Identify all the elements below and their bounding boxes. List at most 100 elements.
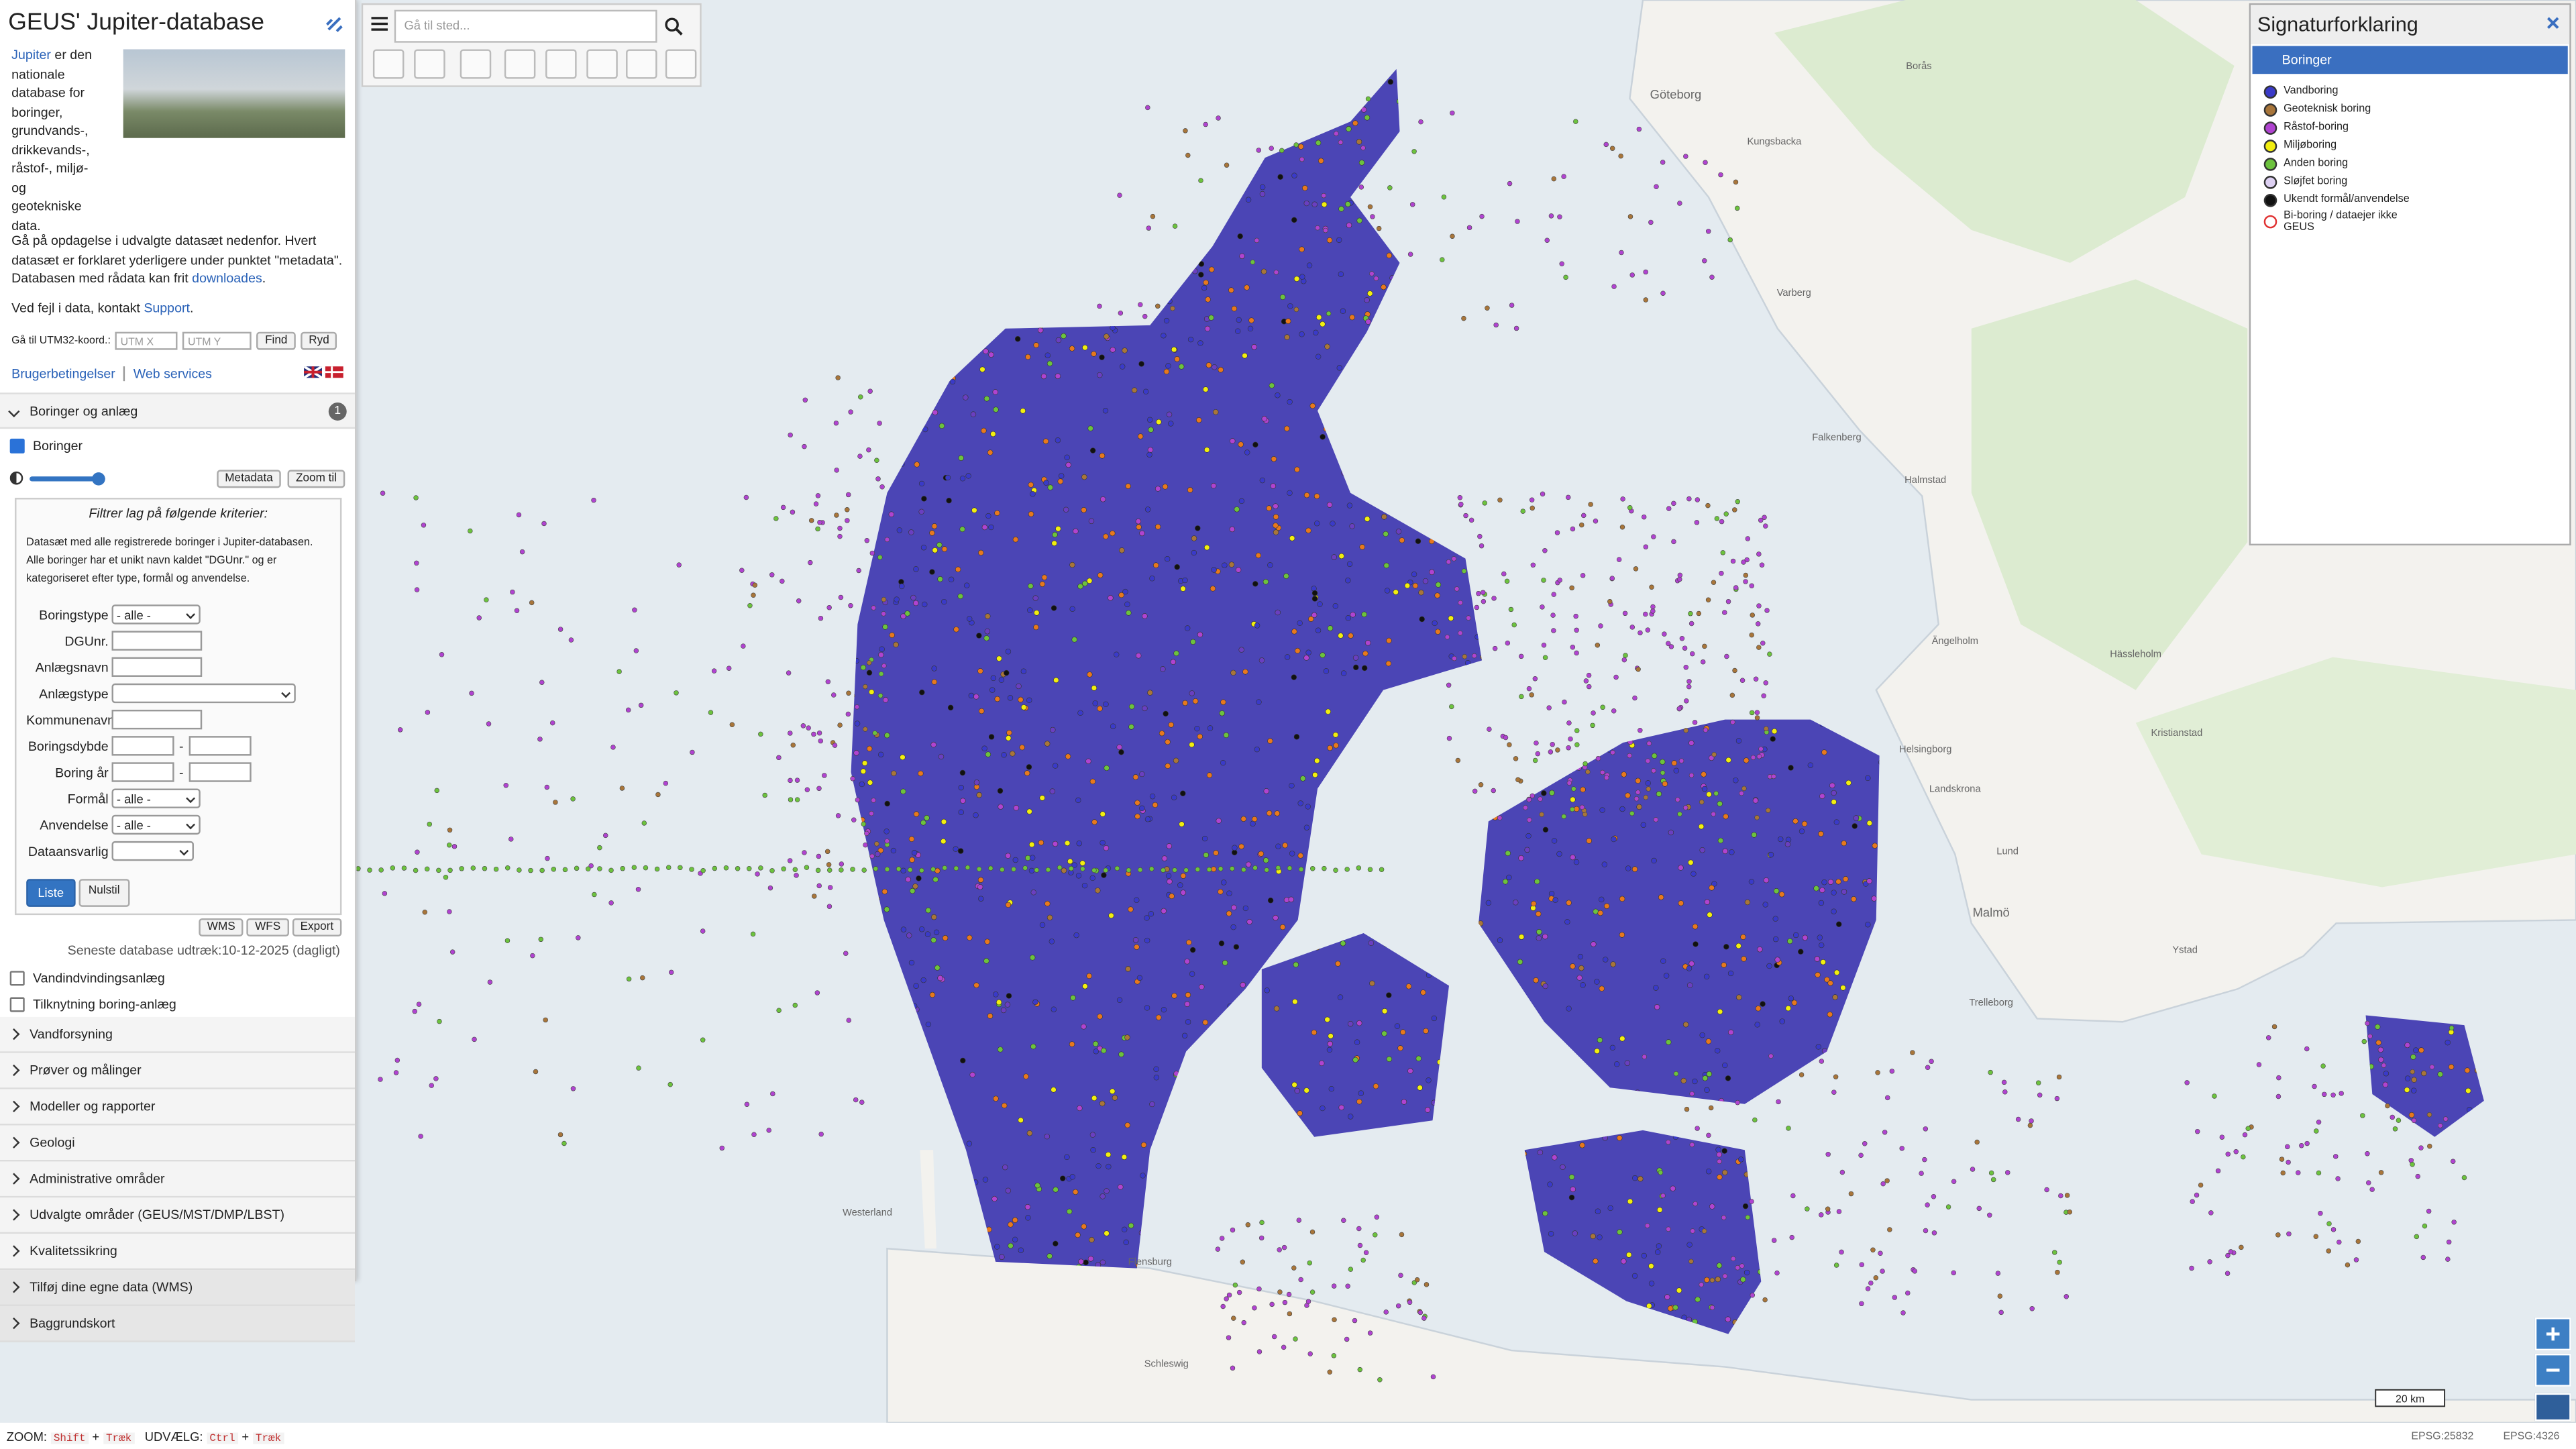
borehole-dot	[884, 537, 890, 543]
borehole-dot	[1638, 727, 1643, 733]
borehole-dot	[1161, 1006, 1167, 1013]
borehole-dot	[1052, 841, 1059, 847]
borehole-dot	[1105, 1151, 1112, 1158]
borehole-dot	[945, 474, 951, 481]
borehole-dot	[860, 664, 867, 671]
borehole-dot	[1352, 90, 1358, 97]
borehole-dot	[2075, 1051, 2082, 1057]
borehole-dot	[993, 84, 1000, 90]
borehole-dot	[1791, 1000, 1798, 1006]
borehole-dot	[1706, 1071, 1713, 1077]
borehole-dot	[1816, 1138, 1823, 1144]
borehole-dot	[891, 1040, 898, 1046]
borehole-dot	[977, 877, 984, 883]
borehole-dot	[1516, 1054, 1523, 1060]
borehole-dot	[1069, 1041, 1075, 1047]
borehole-dot	[762, 792, 767, 798]
borehole-dot	[939, 339, 945, 345]
borehole-dot	[1817, 490, 1823, 496]
borehole-dot	[1165, 363, 1171, 369]
borehole-dot	[1545, 124, 1551, 131]
borehole-dot	[1423, 1028, 1429, 1034]
borehole-dot	[2244, 1267, 2251, 1274]
borehole-dot	[951, 1150, 957, 1157]
borehole-dot	[1547, 1181, 1553, 1187]
borehole-dot	[1458, 782, 1465, 788]
borehole-dot	[1626, 1091, 1633, 1097]
borehole-dot	[1831, 1089, 1837, 1095]
borehole-dot	[1483, 1067, 1490, 1073]
borehole-dot	[1597, 356, 1603, 362]
borehole-dot	[1663, 973, 1670, 979]
borehole-dot	[484, 597, 489, 602]
borehole-dot	[1787, 1244, 1794, 1250]
borehole-dot	[1656, 791, 1662, 797]
borehole-dot	[1635, 120, 1642, 126]
borehole-dot	[1606, 1348, 1611, 1354]
borehole-dot	[1502, 429, 1508, 435]
borehole-dot	[1642, 183, 1648, 189]
borehole-dot	[1429, 538, 1435, 545]
borehole-dot	[898, 309, 904, 316]
borehole-dot	[998, 178, 1005, 185]
borehole-dot	[1099, 199, 1106, 205]
borehole-dot	[2256, 1062, 2262, 1067]
borehole-dot	[1722, 848, 1728, 855]
borehole-dot	[1179, 821, 1185, 827]
borehole-dot	[2176, 1268, 2183, 1274]
borehole-dot	[2161, 1043, 2168, 1049]
borehole-dot	[1314, 520, 1320, 527]
borehole-dot	[1893, 1248, 1900, 1255]
borehole-dot	[1005, 649, 1012, 655]
borehole-dot	[890, 847, 897, 854]
borehole-dot	[843, 1014, 848, 1020]
borehole-dot	[1142, 613, 1148, 619]
borehole-dot	[1552, 1155, 1558, 1161]
borehole-dot	[2157, 1053, 2163, 1059]
borehole-dot	[414, 587, 420, 592]
borehole-dot	[1152, 802, 1159, 808]
borehole-dot	[1267, 738, 1273, 744]
borehole-dot	[1201, 835, 1208, 842]
borehole-dot	[1482, 486, 1488, 492]
borehole-dot	[1666, 641, 1671, 647]
borehole-dot	[1752, 1323, 1758, 1330]
borehole-dot	[1631, 1273, 1638, 1279]
borehole-dot	[2311, 1002, 2317, 1008]
borehole-dot	[2265, 1187, 2271, 1193]
borehole-dot	[925, 1070, 931, 1077]
borehole-dot	[1905, 1290, 1911, 1296]
borehole-dot	[918, 480, 925, 487]
borehole-dot	[1711, 881, 1717, 887]
borehole-dot	[2278, 1254, 2285, 1260]
borehole-dot	[1925, 1065, 1931, 1071]
borehole-dot	[921, 496, 927, 502]
borehole-dot	[1790, 356, 1797, 363]
borehole-dot	[2015, 1108, 2021, 1114]
borehole-dot	[788, 777, 793, 784]
borehole-dot	[871, 981, 878, 987]
borehole-dot	[2275, 1093, 2282, 1099]
borehole-dot	[1089, 1132, 1096, 1138]
borehole-dot	[1668, 829, 1674, 836]
borehole-dot	[1213, 850, 1219, 856]
borehole-dot	[1716, 445, 1722, 451]
borehole-dot	[1638, 630, 1643, 636]
borehole-dot	[1361, 431, 1368, 437]
borehole-dot	[1351, 478, 1358, 484]
borehole-dot	[1039, 581, 1046, 587]
borehole-dot	[1605, 230, 1611, 237]
borehole-dot	[1150, 213, 1156, 219]
borehole-dot	[1699, 335, 1705, 341]
borehole-dot	[935, 1219, 942, 1226]
borehole-dot	[1597, 1037, 1603, 1043]
borehole-dot	[1513, 756, 1519, 761]
borehole-dot	[1542, 826, 1549, 833]
borehole-dot	[1198, 178, 1203, 183]
borehole-dot	[1693, 941, 1699, 947]
borehole-dot	[1708, 1105, 1714, 1111]
borehole-dot	[1556, 1305, 1562, 1311]
borehole-dot	[1776, 388, 1783, 394]
borehole-dot	[1573, 806, 1580, 812]
